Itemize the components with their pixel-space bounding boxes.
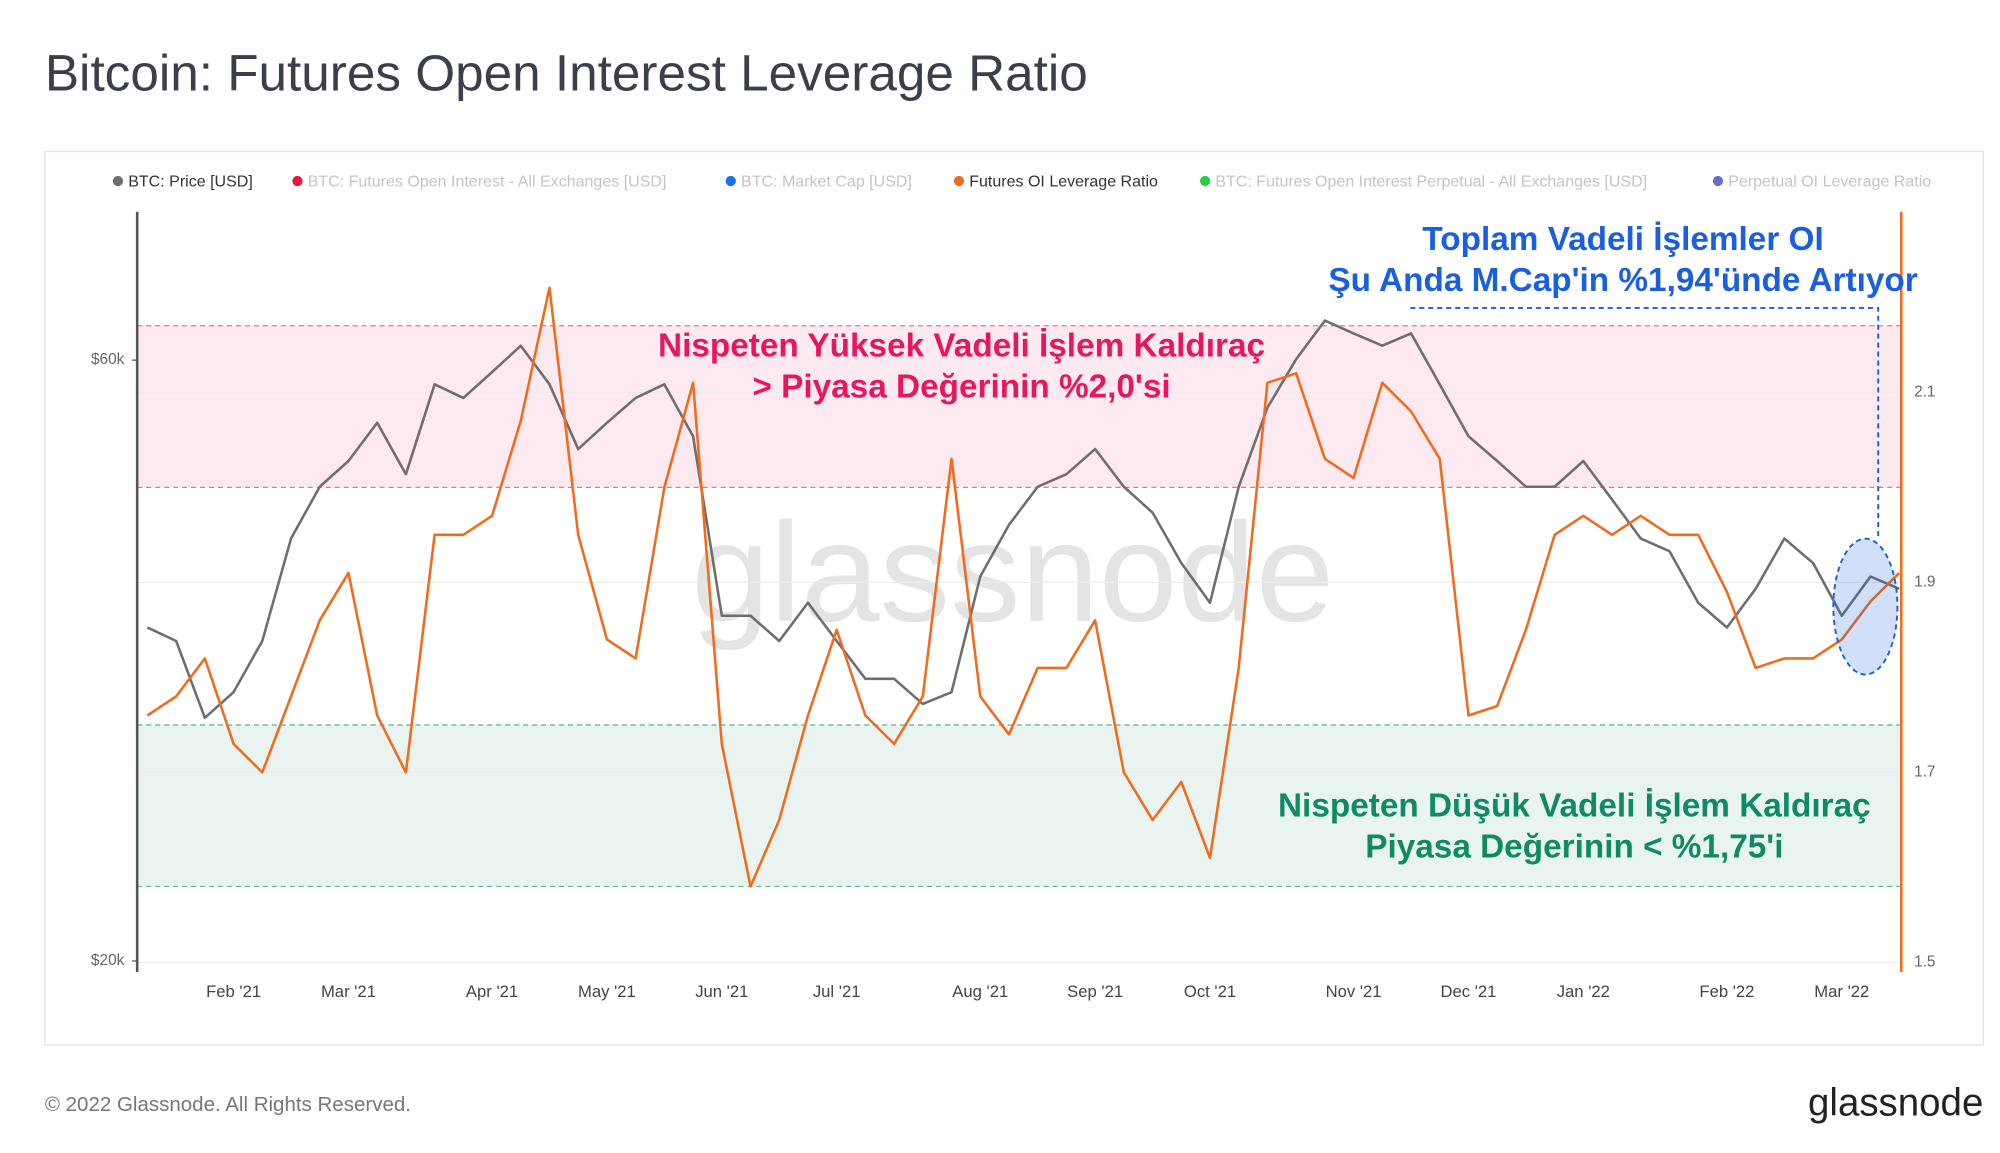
chart-frame bbox=[44, 150, 1984, 1046]
chart-title: Bitcoin: Futures Open Interest Leverage … bbox=[45, 45, 1088, 102]
logo: glassnode bbox=[1808, 1082, 1983, 1125]
band-annotation: Nispeten Düşük Vadeli İşlem Kaldıraç bbox=[1278, 788, 1871, 825]
annotation-pointer bbox=[1410, 306, 1880, 539]
legend-label: BTC: Futures Open Interest Perpetual - A… bbox=[1215, 173, 1647, 191]
x-tick-label: Apr '21 bbox=[466, 982, 518, 1001]
y-tick-label: $20k bbox=[91, 952, 125, 969]
legend-label: Futures OI Leverage Ratio bbox=[969, 173, 1158, 191]
legend-marker bbox=[1712, 175, 1724, 187]
legend-marker bbox=[1200, 175, 1211, 187]
x-tick-label: Jun '21 bbox=[695, 982, 748, 1001]
band-annotation: > Piyasa Değerinin %2,0'si bbox=[752, 368, 1170, 405]
plot: 1.5 1.7 1.9 2.1 $20k $60k Feb '21 Mar '21 Apr '2… bbox=[91, 173, 1935, 1001]
x-tick-label: Jul '21 bbox=[813, 982, 861, 1001]
y2-tick-label: 2.1 bbox=[1914, 383, 1935, 400]
series-line bbox=[146, 319, 1900, 720]
annotation: Toplam Vadeli İşlemler OI bbox=[1422, 221, 1823, 258]
watermark: glassnode bbox=[691, 493, 1334, 651]
x-tick-label: Aug '21 bbox=[952, 982, 1008, 1001]
y2-tick-label: 1.7 bbox=[1914, 764, 1935, 781]
band-annotation: Piyasa Değerinin < %1,75'i bbox=[1365, 829, 1783, 866]
legend-marker bbox=[292, 175, 303, 187]
x-tick-label: Dec '21 bbox=[1440, 982, 1496, 1001]
highlight-ellipse bbox=[1832, 537, 1899, 676]
y2-tick-label: 1.9 bbox=[1914, 573, 1935, 590]
legend-marker bbox=[725, 175, 736, 187]
x-tick-label: May '21 bbox=[578, 982, 636, 1001]
band bbox=[137, 724, 1902, 887]
x-tick-label: Oct '21 bbox=[1184, 982, 1236, 1001]
annotation: Şu Anda M.Cap'in %1,94'ünde Artıyor bbox=[1328, 262, 1917, 299]
x-tick-label: Feb '22 bbox=[1699, 982, 1754, 1001]
legend-marker bbox=[112, 175, 124, 187]
x-tick-label: Mar '21 bbox=[321, 982, 376, 1001]
x-tick-label: Jan '22 bbox=[1557, 982, 1610, 1001]
x-tick-label: Nov '21 bbox=[1326, 982, 1382, 1001]
copyright: © 2022 Glassnode. All Rights Reserved. bbox=[45, 1093, 411, 1116]
legend-label: BTC: Market Cap [USD] bbox=[741, 173, 912, 191]
x-tick-label: Sep '21 bbox=[1067, 982, 1123, 1001]
x-tick-label: Mar '22 bbox=[1814, 982, 1869, 1001]
legend-label: BTC: Futures Open Interest - All Exchang… bbox=[308, 173, 667, 191]
legend-marker bbox=[953, 175, 965, 187]
series-line bbox=[146, 286, 1901, 888]
band-annotation: Nispeten Yüksek Vadeli İşlem Kaldıraç bbox=[658, 327, 1265, 364]
y2-tick-label: 1.5 bbox=[1914, 954, 1935, 971]
y-tick-label: $60k bbox=[91, 351, 125, 368]
legend-label: BTC: Price [USD] bbox=[128, 173, 253, 191]
x-tick-label: Feb '21 bbox=[206, 982, 261, 1001]
band bbox=[137, 325, 1902, 488]
legend-label: Perpetual OI Leverage Ratio bbox=[1728, 173, 1931, 191]
